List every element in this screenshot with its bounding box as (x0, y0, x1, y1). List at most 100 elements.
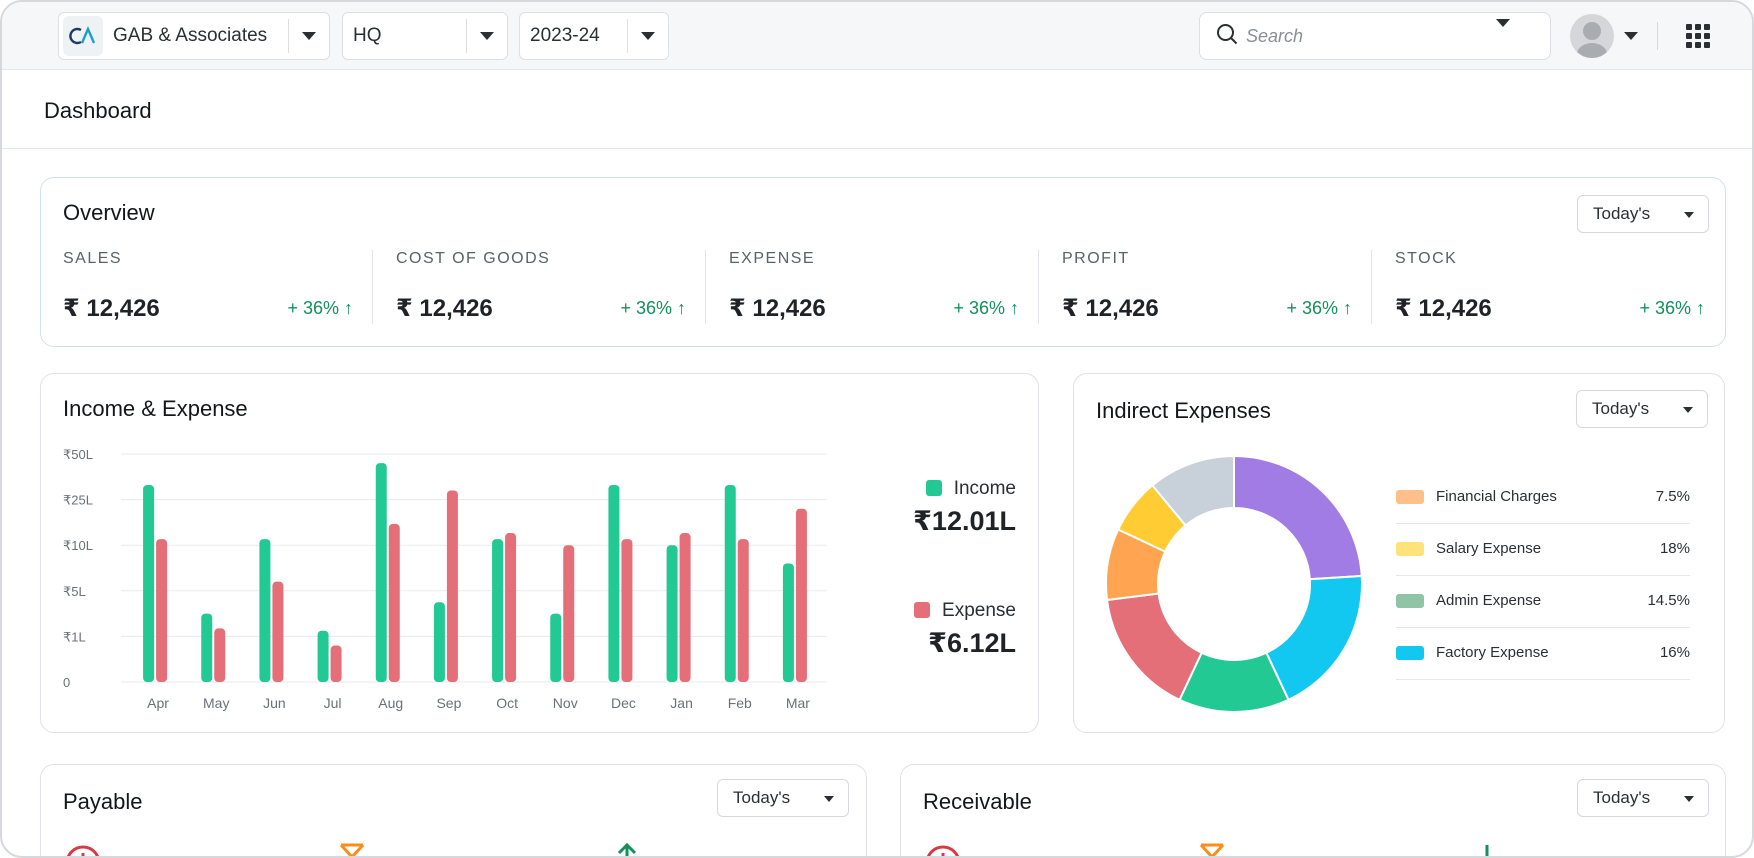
metric-change: + 36% ↑ (287, 298, 353, 318)
bar-income[interactable] (550, 613, 562, 682)
indirect-expenses-title: Indirect Expenses (1096, 398, 1271, 423)
search-input[interactable]: Search (1246, 25, 1304, 46)
legend-percent: 14.5% (1647, 592, 1690, 609)
search-icon (1216, 23, 1238, 50)
receivable-card: Receivable Today's (900, 764, 1726, 856)
search-box[interactable]: Search (1199, 12, 1551, 60)
hourglass-icon (1199, 843, 1225, 856)
bar-expense[interactable] (388, 523, 400, 682)
year-selector[interactable]: 2023-24 (519, 12, 669, 60)
apps-grid-icon[interactable] (1686, 24, 1710, 48)
overview-title: Overview (63, 200, 155, 225)
legend-swatch (1396, 646, 1424, 660)
bar-income[interactable] (666, 545, 678, 682)
company-selector[interactable]: GAB & Associates (58, 12, 330, 60)
y-tick-label: ₹10L (63, 538, 93, 553)
x-tick-label: Dec (611, 695, 636, 711)
chevron-down-icon (824, 796, 834, 802)
legend-item: Salary Expense 18% (1396, 524, 1690, 576)
chevron-down-icon[interactable] (628, 13, 668, 59)
overview-card: Overview Today's SALES ₹ 12,426 + 36% ↑ … (40, 177, 1726, 347)
indirect-expenses-card: Indirect Expenses Today's Financial Char… (1073, 373, 1725, 733)
bar-income[interactable] (201, 613, 213, 682)
donut-slice[interactable] (1105, 592, 1203, 702)
metric-value: ₹ 12,426 (63, 295, 160, 322)
income-expense-title: Income & Expense (63, 396, 248, 421)
bar-expense[interactable] (446, 490, 458, 682)
chevron-down-icon[interactable] (1496, 19, 1550, 45)
bar-expense[interactable] (330, 645, 342, 682)
x-tick-label: Apr (147, 695, 169, 711)
y-tick-label: 0 (63, 675, 70, 690)
payable-period-dropdown[interactable]: Today's (717, 779, 849, 817)
bar-income[interactable] (724, 485, 736, 682)
x-tick-label: Jul (324, 695, 342, 711)
payable-title: Payable (63, 789, 143, 814)
receivable-period-dropdown[interactable]: Today's (1577, 779, 1709, 817)
bar-income[interactable] (433, 602, 445, 682)
legend-percent: 7.5% (1655, 488, 1690, 505)
metric-label: STOCK (1395, 250, 1458, 267)
overview-period-dropdown[interactable]: Today's (1577, 195, 1709, 233)
branch-selector[interactable]: HQ (342, 12, 508, 60)
income-expense-chart: 0 ₹1L ₹5L ₹10L ₹25L ₹50L Apr May Jun Jul Aug Sep Oct… (63, 447, 827, 711)
x-tick-label: Mar (786, 695, 810, 711)
expense-summary: Expense ₹6.12L (914, 600, 1016, 659)
metric-change: + 36% ↑ (1286, 298, 1352, 318)
chevron-down-icon[interactable] (1624, 32, 1638, 40)
bar-expense[interactable] (737, 539, 749, 682)
legend-percent: 18% (1659, 540, 1690, 557)
bar-expense[interactable] (272, 581, 284, 682)
income-label: Income (953, 478, 1016, 499)
bar-income[interactable] (259, 539, 271, 682)
bar-income[interactable] (608, 485, 620, 682)
chevron-down-icon[interactable] (467, 13, 507, 59)
chevron-down-icon (1683, 407, 1693, 413)
bar-expense[interactable] (505, 533, 517, 682)
indirect-period-dropdown[interactable]: Today's (1576, 390, 1708, 428)
bar-expense[interactable] (563, 545, 575, 682)
income-expense-card: Income & Expense 0 ₹1L ₹5L ₹10L ₹25L ₹50L Apr M… (40, 373, 1039, 733)
legend-name: Admin Expense (1436, 592, 1542, 609)
x-tick-label: May (203, 695, 229, 711)
metric-profit: PROFIT ₹ 12,426 + 36% ↑ (1062, 250, 1362, 324)
bar-expense[interactable] (795, 508, 807, 682)
metric-label: COST OF GOODS (396, 250, 551, 267)
expense-label: Expense (942, 600, 1016, 621)
bar-income[interactable] (375, 463, 387, 682)
x-tick-label: Jun (263, 695, 286, 711)
donut-slice[interactable] (1151, 454, 1235, 527)
bar-expense[interactable] (679, 533, 691, 682)
bar-expense[interactable] (621, 539, 633, 682)
bar-income[interactable] (143, 485, 155, 682)
chevron-down-icon[interactable] (289, 13, 329, 59)
avatar[interactable] (1570, 14, 1614, 58)
expense-total: ₹6.12L (928, 628, 1016, 658)
x-tick-label: Oct (496, 695, 518, 711)
bar-income[interactable] (317, 630, 329, 682)
bar-income[interactable] (782, 563, 794, 682)
y-tick-label: ₹1L (63, 629, 86, 644)
period-label: Today's (1592, 399, 1650, 418)
y-tick-label: ₹50L (63, 447, 93, 462)
legend-name: Factory Expense (1436, 644, 1549, 661)
x-tick-label: Aug (378, 695, 403, 711)
indirect-legend: Financial Charges 7.5% Salary Expense 18… (1396, 472, 1690, 692)
financial-year: 2023-24 (530, 25, 600, 46)
bar-expense[interactable] (214, 628, 226, 682)
bar-expense[interactable] (156, 539, 168, 682)
metric-value: ₹ 12,426 (1395, 295, 1492, 322)
arrow-down-icon (1480, 845, 1494, 856)
donut-slice[interactable] (1233, 454, 1363, 581)
metric-change: + 36% ↑ (620, 298, 686, 318)
legend-swatch (1396, 594, 1424, 608)
alert-clock-icon (66, 845, 100, 856)
metric-expense: EXPENSE ₹ 12,426 + 36% ↑ (729, 250, 1029, 324)
hourglass-icon (339, 843, 365, 856)
metric-value: ₹ 12,426 (396, 295, 493, 322)
indirect-expenses-donut (1105, 454, 1363, 713)
income-summary: Income ₹12.01L (913, 478, 1016, 537)
income-swatch (925, 480, 942, 496)
page-title: Dashboard (44, 98, 152, 123)
bar-income[interactable] (492, 539, 504, 682)
